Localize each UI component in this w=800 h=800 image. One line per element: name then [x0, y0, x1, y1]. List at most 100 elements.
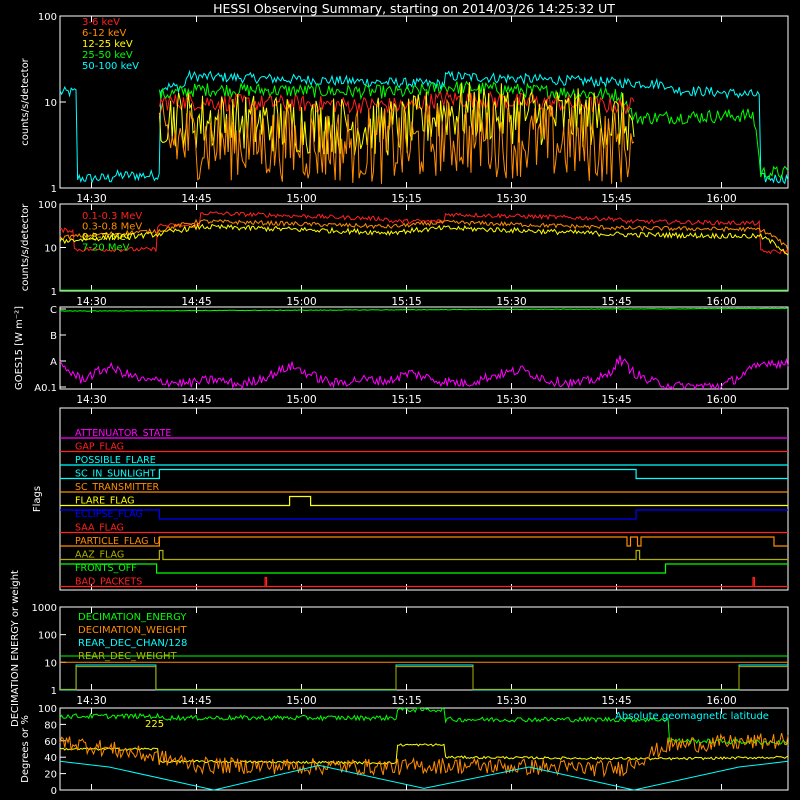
goes-xtick-label: 15:15	[391, 394, 421, 406]
low-energy-rates-xtick-label: 14:30	[76, 193, 106, 205]
decimation-xtick-label: 14:45	[181, 695, 211, 707]
low-energy-rates-legend-3-6-kev: 3-6 keV	[82, 17, 120, 28]
ephemeris-legend-absolute-geomagnetic-latitude: Absolute geomagnetic latitude	[615, 711, 769, 722]
flag-line-eclipse-flag	[60, 509, 788, 520]
high-energy-rates-series-0-3-0-8-mev	[59, 218, 789, 252]
goes-frame	[59, 306, 789, 390]
flags-frame	[59, 407, 789, 591]
goes-xtick-label: 15:00	[286, 394, 316, 406]
ephemeris-series-orange	[59, 732, 789, 778]
goes-ytick-label: B	[50, 331, 57, 342]
goes-ytick-label: C	[50, 305, 57, 316]
low-energy-rates-ytick-label: 10	[44, 98, 57, 109]
low-energy-rates-legend-12-25-kev: 12-25 keV	[82, 39, 133, 50]
flag-label-flare-flag: FLARE_FLAG	[75, 496, 135, 507]
decimation-ytick-label: 100	[38, 631, 57, 642]
goes-xtick-label: 16:00	[706, 394, 736, 406]
high-energy-rates-ylabel: counts/s/detector	[20, 203, 31, 291]
high-energy-rates-legend-0-1-0-3-mev: 0.1-0.3 MeV	[82, 211, 142, 222]
flag-line-flare-flag	[60, 495, 788, 507]
flag-label-attenuator-state: ATTENUATOR_STATE	[75, 428, 171, 439]
low-energy-rates-series-6-12-kev	[158, 98, 635, 184]
decimation-legend-rear-dec-chan-128: REAR_DEC_CHAN/128	[78, 638, 187, 649]
high-energy-rates-xtick-label: 15:00	[286, 296, 316, 308]
high-energy-rates-legend-7-20-mev: 7-20 MeV	[82, 243, 130, 254]
low-energy-rates-legend-25-50-kev: 25-50 keV	[82, 50, 133, 61]
flag-label-gap-flag: GAP_FLAG	[75, 442, 124, 453]
goes-ylabel: GOES15 [W m⁻²]	[14, 306, 25, 390]
ephemeris-ytick-label: 40	[44, 753, 57, 764]
ephemeris-series-225	[59, 743, 789, 765]
high-energy-rates-xtick-label: 15:45	[601, 296, 631, 308]
high-energy-rates-series-0-8-7-mev	[59, 223, 789, 256]
high-energy-rates-legend-0-8-7-mev: 0.8-7 MeV	[82, 232, 133, 243]
ephemeris-ytick-label: 80	[44, 720, 57, 731]
flag-label-bad-packets: BAD_PACKETS	[75, 577, 142, 588]
flag-line-particle-flag-u	[60, 536, 788, 547]
decimation-ytick-label: 1	[51, 686, 57, 697]
ephemeris-frame	[59, 707, 789, 791]
decimation-series-rear-dec-chan-128	[60, 664, 788, 691]
flag-label-saa-flag: SAA_FLAG	[75, 523, 124, 534]
decimation-xtick-label: 15:45	[601, 695, 631, 707]
low-energy-rates-xtick-label: 14:45	[181, 193, 211, 205]
low-energy-rates-xtick-label: 15:45	[601, 193, 631, 205]
low-energy-rates-ytick-label: 100	[38, 12, 57, 23]
high-energy-rates-xtick-label: 14:45	[181, 296, 211, 308]
flag-label-possible-flare: POSSIBLE_FLARE	[75, 455, 156, 466]
low-energy-rates-xtick-label: 15:00	[286, 193, 316, 205]
decimation-frame	[59, 606, 789, 691]
goes-series-goes-long	[59, 307, 788, 312]
low-energy-rates-xtick-label: 16:00	[706, 193, 736, 205]
low-energy-rates-legend-6-12-kev: 6-12 keV	[82, 28, 126, 39]
flags-ylabel: Flags	[32, 486, 43, 512]
decimation-xtick-label: 15:30	[496, 695, 526, 707]
flag-label-sc-transmitter: SC_TRANSMITTER	[75, 482, 160, 493]
low-energy-rates-xtick-label: 15:15	[391, 193, 421, 205]
goes-xtick-label: 14:45	[181, 394, 211, 406]
decimation-legend-decimation-energy: DECIMATION_ENERGY	[78, 612, 187, 623]
flag-label-fronts-off: FRONTS_OFF	[75, 563, 137, 574]
ephemeris-ytick-label: 20	[44, 770, 57, 781]
flag-line-bad-packets	[60, 576, 788, 588]
ephemeris-ytick-label: 0	[51, 786, 57, 797]
ephemeris-series-absolute-geomagnetic-latitude	[59, 760, 789, 791]
goes-series-goes-short	[59, 355, 789, 391]
low-energy-rates-series-25-50-kev	[158, 80, 789, 181]
low-energy-rates-xtick-label: 15:30	[496, 193, 526, 205]
decimation-series-rear-dec-weight	[60, 666, 788, 690]
flag-label-eclipse-flag: ECLIPSE_FLAG	[75, 509, 143, 520]
flag-label-aaz-flag: AAZ_FLAG	[75, 550, 124, 561]
goes-ytick-label: A0.1	[34, 383, 57, 394]
low-energy-rates-series-12-25-kev	[158, 82, 635, 156]
high-energy-rates-legend-0-3-0-8-mev: 0.3-0.8 MeV	[82, 222, 142, 233]
flag-line-fronts-off	[60, 563, 788, 574]
high-energy-rates-xtick-label: 15:30	[496, 296, 526, 308]
flag-line-sc-in-sunlight	[60, 468, 788, 480]
decimation-ytick-label: 10	[44, 658, 57, 669]
decimation-xtick-label: 14:30	[76, 695, 106, 707]
decimation-xtick-label: 15:00	[286, 695, 316, 707]
high-energy-rates-xtick-label: 16:00	[706, 296, 736, 308]
ephemeris-ytick-label: 100	[38, 704, 57, 715]
flag-label-particle-flag-u: PARTICLE_FLAG_U	[75, 536, 160, 547]
goes-xtick-label: 15:45	[601, 394, 631, 406]
decimation-ylabel: DECIMATION ENERGY or weight	[10, 570, 21, 727]
high-energy-rates-ytick-label: 10	[44, 244, 57, 255]
goes-xtick-label: 14:30	[76, 394, 106, 406]
flag-label-sc-in-sunlight: SC_IN_SUNLIGHT	[75, 469, 156, 480]
ephemeris-series-green	[59, 707, 789, 746]
decimation-legend-rear-dec-weight: REAR_DEC_WEIGHT	[78, 651, 177, 662]
decimation-xtick-label: 16:00	[706, 695, 736, 707]
decimation-xtick-label: 15:15	[391, 695, 421, 707]
high-energy-rates-ytick-label: 100	[38, 200, 57, 211]
low-energy-rates-ylabel: counts/s/detector	[20, 57, 31, 145]
chart-title: HESSI Observing Summary, starting on 201…	[213, 1, 615, 16]
low-energy-rates-ytick-label: 1	[51, 184, 57, 195]
ephemeris-legend-225: 225	[145, 719, 164, 730]
high-energy-rates-ytick-label: 1	[51, 287, 57, 298]
goes-ytick-label: A	[50, 357, 57, 368]
ephemeris-ytick-label: 60	[44, 737, 57, 748]
